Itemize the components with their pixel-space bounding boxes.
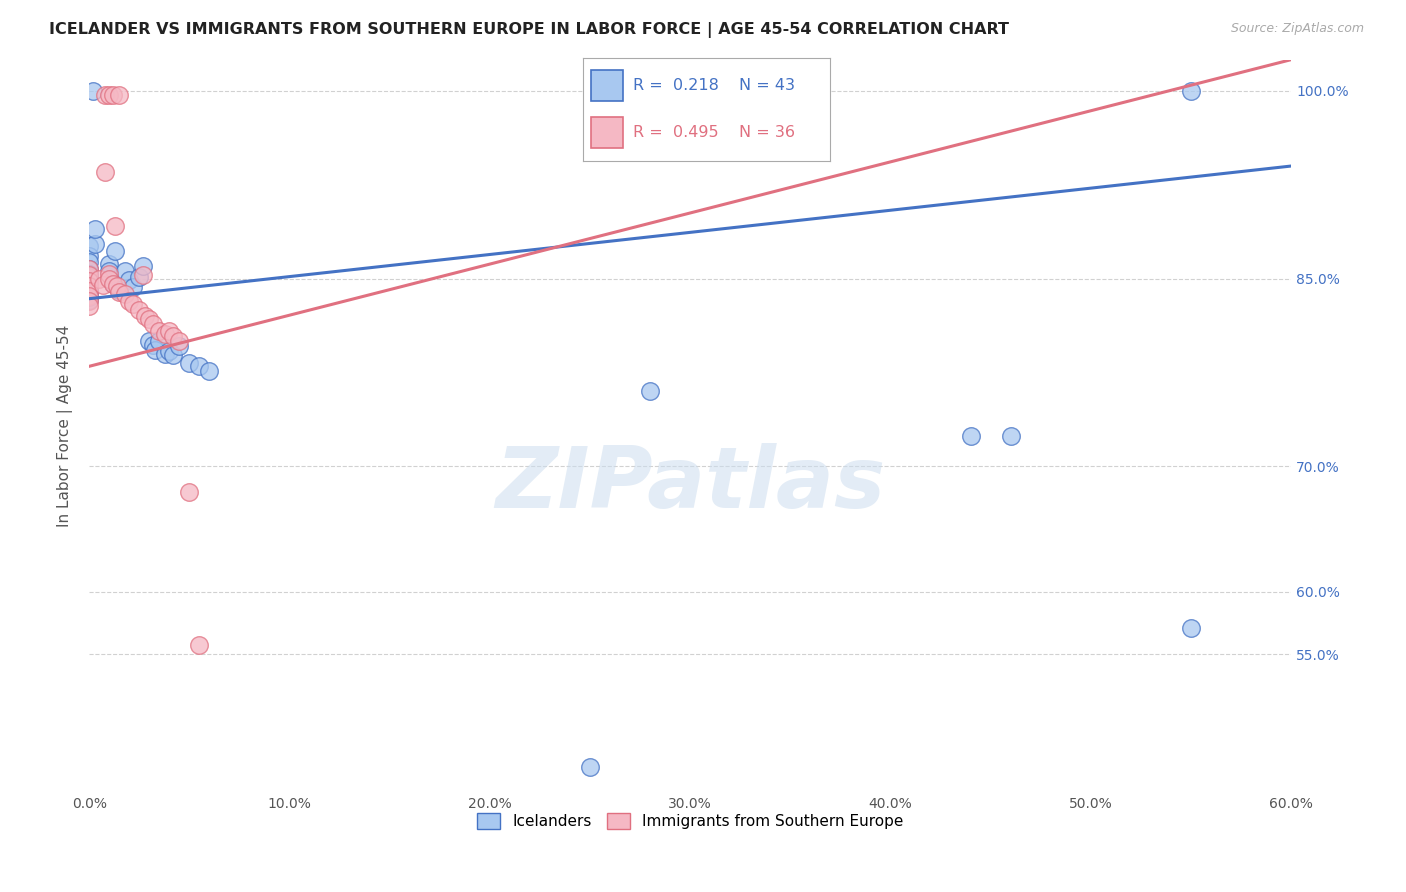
Point xyxy=(128,270,150,285)
Point xyxy=(98,267,121,281)
Point xyxy=(82,84,104,98)
Point xyxy=(77,255,100,269)
Point xyxy=(98,271,121,285)
Point xyxy=(77,274,100,288)
Point xyxy=(1180,84,1202,98)
Point xyxy=(77,290,100,304)
Point xyxy=(77,294,100,309)
Point xyxy=(188,359,211,374)
Point xyxy=(169,334,191,349)
Point xyxy=(77,239,100,253)
Text: R =  0.495: R = 0.495 xyxy=(633,126,718,140)
Point xyxy=(114,264,136,278)
Point xyxy=(77,293,100,307)
Point xyxy=(77,261,100,276)
Point xyxy=(84,221,107,235)
Point xyxy=(77,279,100,293)
Point xyxy=(638,384,661,399)
Point xyxy=(118,273,141,287)
Point xyxy=(77,299,100,313)
Point xyxy=(1180,621,1202,635)
Point xyxy=(77,285,100,300)
Point xyxy=(108,283,131,297)
Point xyxy=(94,87,117,102)
Point xyxy=(198,364,221,378)
Point xyxy=(77,284,100,298)
Point xyxy=(148,324,170,338)
Point xyxy=(108,285,131,300)
Point xyxy=(104,219,127,233)
Point xyxy=(138,311,160,326)
Point xyxy=(134,310,156,324)
Point xyxy=(84,236,107,251)
Text: R =  0.218: R = 0.218 xyxy=(633,78,718,93)
Y-axis label: In Labor Force | Age 45-54: In Labor Force | Age 45-54 xyxy=(58,325,73,527)
Point xyxy=(98,264,121,278)
Point xyxy=(959,429,981,443)
FancyBboxPatch shape xyxy=(591,118,623,148)
Point xyxy=(77,270,100,285)
FancyBboxPatch shape xyxy=(591,70,623,101)
Point xyxy=(77,289,100,303)
Point xyxy=(77,277,100,292)
Point xyxy=(128,303,150,318)
Point xyxy=(103,277,125,291)
Text: N = 43: N = 43 xyxy=(738,78,794,93)
Point xyxy=(132,259,155,273)
Point xyxy=(142,317,165,331)
Point xyxy=(77,282,100,296)
Text: ICELANDER VS IMMIGRANTS FROM SOUTHERN EUROPE IN LABOR FORCE | AGE 45-54 CORRELAT: ICELANDER VS IMMIGRANTS FROM SOUTHERN EU… xyxy=(49,22,1010,38)
Point xyxy=(132,268,155,282)
Point xyxy=(162,348,184,362)
Point xyxy=(89,271,111,285)
Point xyxy=(77,274,100,288)
Point xyxy=(122,280,145,294)
Point xyxy=(579,760,602,774)
Point xyxy=(1000,429,1022,443)
Point xyxy=(104,244,127,259)
Legend: Icelanders, Immigrants from Southern Europe: Icelanders, Immigrants from Southern Eur… xyxy=(471,807,910,836)
Point xyxy=(91,277,114,292)
Point xyxy=(157,324,180,338)
Point xyxy=(103,277,125,291)
Point xyxy=(179,484,201,499)
Point xyxy=(148,334,170,349)
Point xyxy=(138,334,160,349)
Point xyxy=(155,326,177,341)
Point xyxy=(77,267,100,281)
Point xyxy=(77,289,100,303)
Point xyxy=(118,294,141,309)
Point xyxy=(188,639,211,653)
Point xyxy=(108,87,131,102)
Point xyxy=(77,249,100,263)
Point xyxy=(122,296,145,310)
Point xyxy=(94,165,117,179)
Text: N = 36: N = 36 xyxy=(738,126,794,140)
Point xyxy=(77,261,100,276)
Point xyxy=(98,87,121,102)
Point xyxy=(105,279,128,293)
Point xyxy=(142,338,165,352)
Text: Source: ZipAtlas.com: Source: ZipAtlas.com xyxy=(1230,22,1364,36)
Point xyxy=(98,257,121,271)
Text: ZIPatlas: ZIPatlas xyxy=(495,442,886,526)
Point xyxy=(179,355,201,369)
Point xyxy=(114,286,136,301)
Point xyxy=(155,347,177,361)
Point xyxy=(157,344,180,359)
Point xyxy=(169,339,191,353)
Point xyxy=(162,329,184,343)
Point xyxy=(103,87,125,102)
Point xyxy=(143,343,166,357)
Point xyxy=(77,268,100,282)
